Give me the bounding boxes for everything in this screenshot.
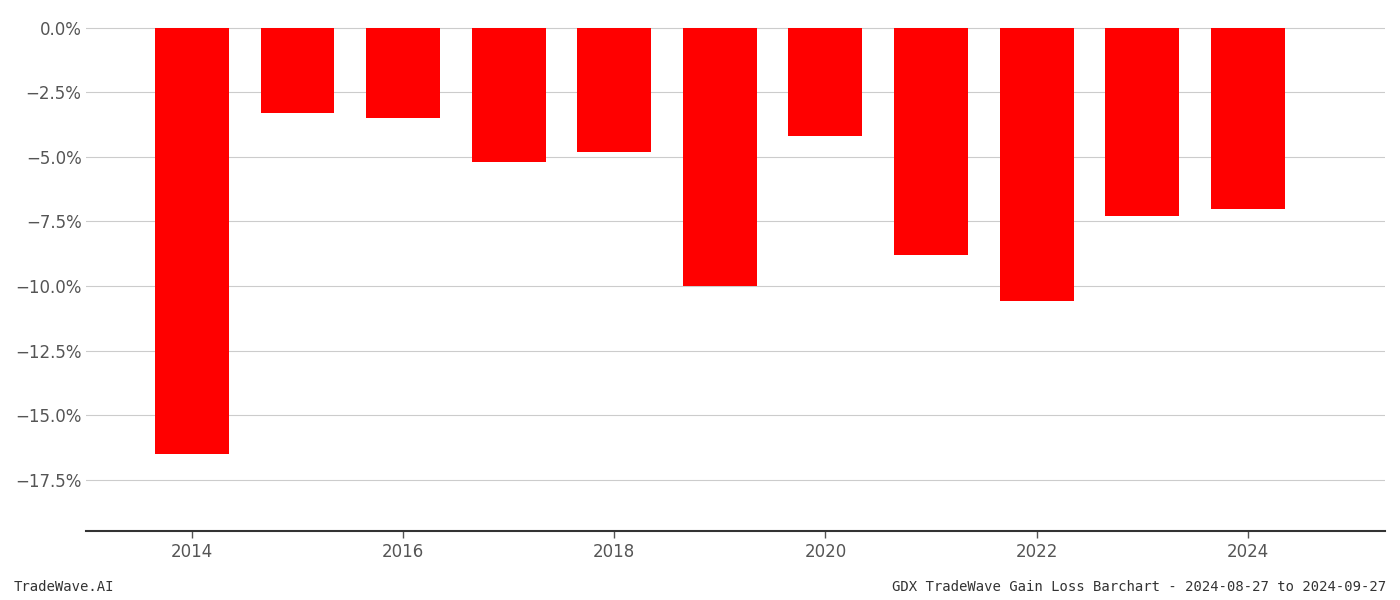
Bar [577,28,651,152]
Bar [367,28,440,118]
Bar [472,28,546,162]
Bar [1105,28,1179,217]
Bar [260,28,335,113]
Bar [155,28,228,454]
Bar [1000,28,1074,301]
Text: TradeWave.AI: TradeWave.AI [14,580,115,594]
Text: GDX TradeWave Gain Loss Barchart - 2024-08-27 to 2024-09-27: GDX TradeWave Gain Loss Barchart - 2024-… [892,580,1386,594]
Bar [683,28,757,286]
Bar [788,28,862,136]
Bar [895,28,967,255]
Bar [1211,28,1285,209]
